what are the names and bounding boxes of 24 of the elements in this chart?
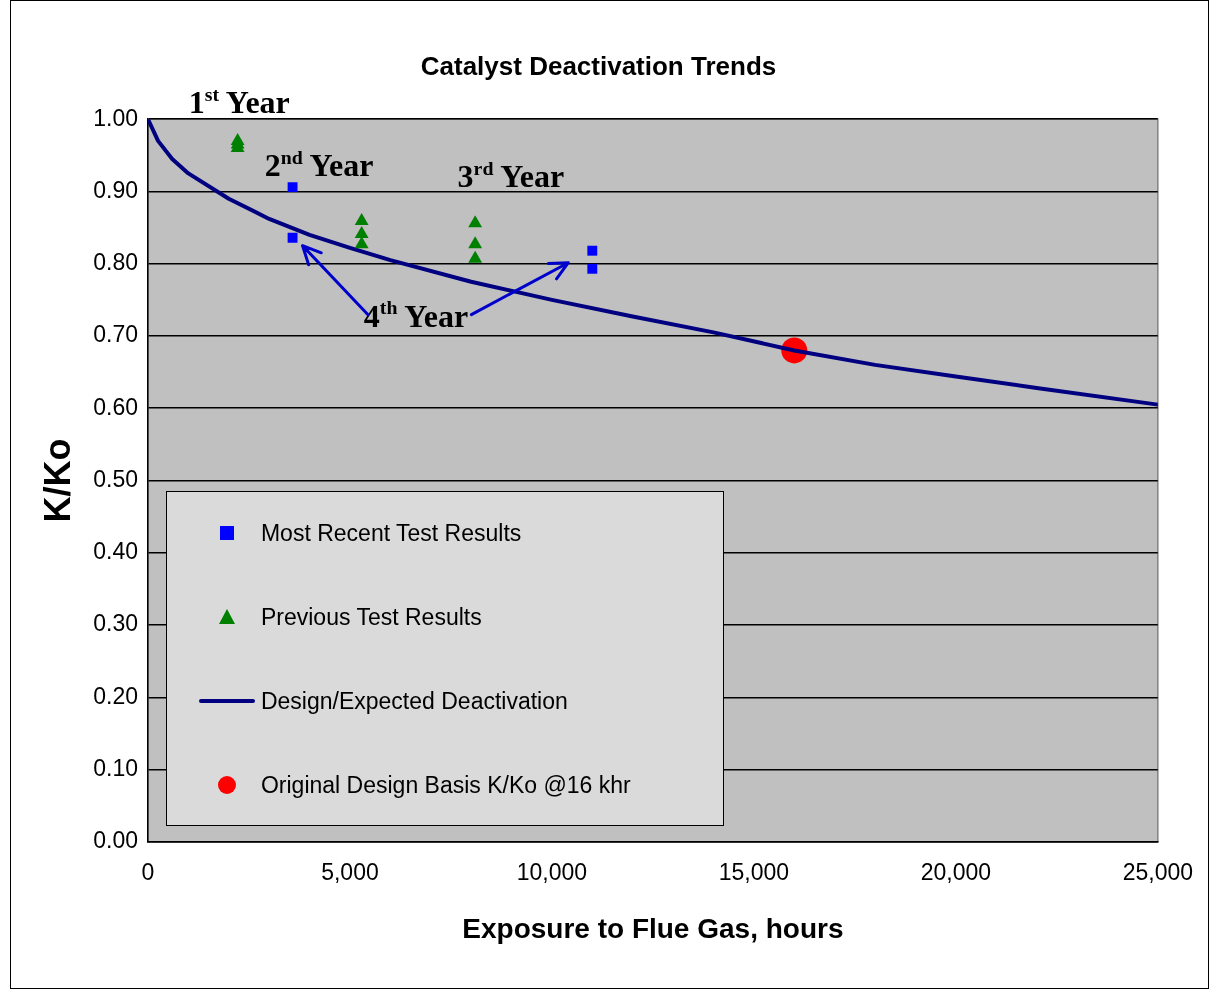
y-axis-title: K/Ko bbox=[36, 438, 78, 523]
y-tick-label: 0.30 bbox=[93, 610, 138, 637]
y-tick-label: 0.90 bbox=[93, 176, 138, 203]
legend-label: Previous Test Results bbox=[260, 603, 482, 631]
legend-label: Original Design Basis K/Ko @16 khr bbox=[260, 771, 631, 799]
x-tick-label: 5,000 bbox=[321, 858, 379, 885]
y-tick-label: 0.40 bbox=[93, 538, 138, 565]
y-tick-label: 0.60 bbox=[93, 393, 138, 420]
x-tick-label: 15,000 bbox=[718, 858, 790, 885]
x-tick-label: 0 bbox=[141, 858, 155, 885]
y-tick-label: 0.80 bbox=[93, 249, 138, 276]
chart-title: Catalyst Deactivation Trends bbox=[420, 50, 777, 81]
y-tick-label: 1.00 bbox=[93, 104, 138, 131]
x-tick-label: 20,000 bbox=[920, 858, 992, 885]
y-tick-label: 0.50 bbox=[93, 465, 138, 492]
y-tick-label: 0.00 bbox=[93, 827, 138, 854]
y-tick-label: 0.10 bbox=[93, 754, 138, 781]
x-tick-label: 25,000 bbox=[1122, 858, 1194, 885]
legend-label: Design/Expected Deactivation bbox=[260, 687, 568, 715]
legend-label: Most Recent Test Results bbox=[260, 519, 522, 547]
y-tick-label: 0.70 bbox=[93, 321, 138, 348]
x-tick-label: 10,000 bbox=[516, 858, 588, 885]
x-axis-title: Exposure to Flue Gas, hours bbox=[462, 912, 844, 944]
y-tick-label: 0.20 bbox=[93, 682, 138, 709]
